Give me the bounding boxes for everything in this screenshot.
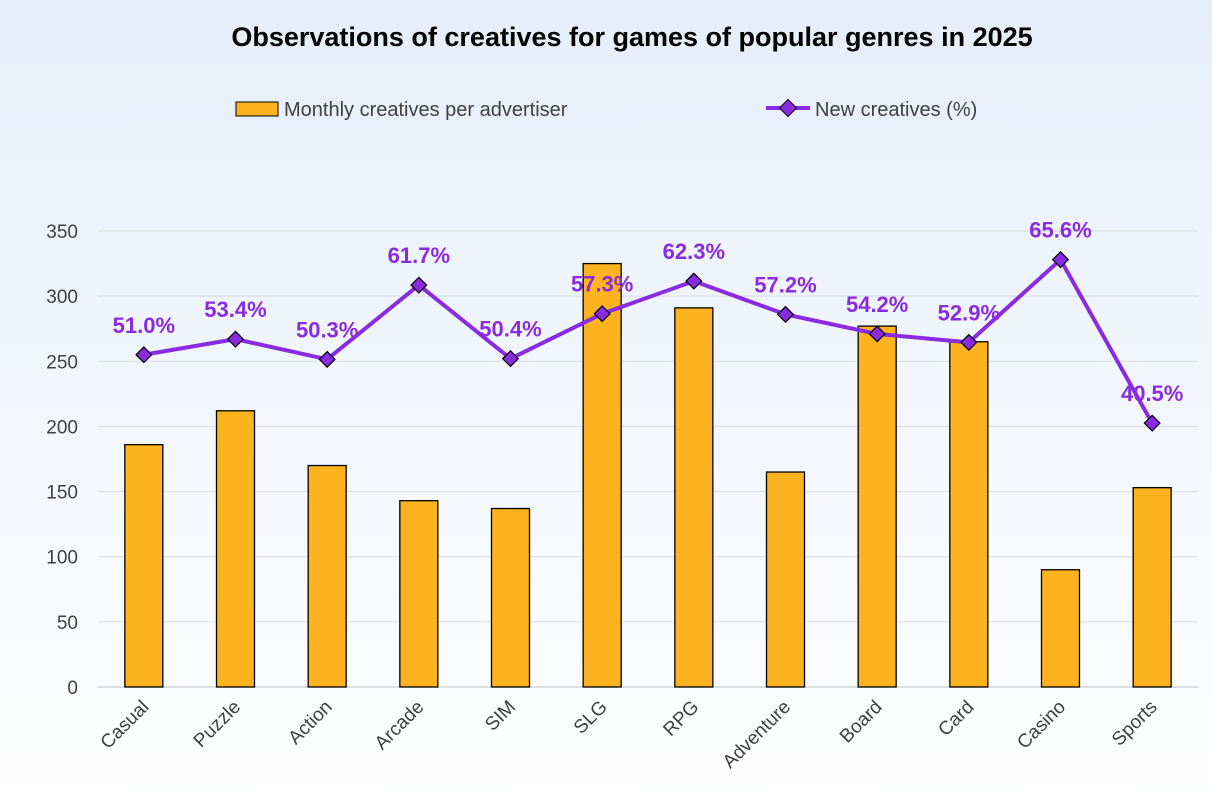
line-marker [226,330,245,348]
x-tick-label: Sports [1108,697,1162,751]
legend: Monthly creatives per advertiser New cre… [235,98,977,121]
line-marker [593,305,611,323]
y-tick-label: 50 [57,613,78,634]
data-label: 50.4% [479,317,541,342]
y-tick-label: 100 [46,548,78,569]
line-marker [776,305,795,324]
y-tick-label: 300 [46,287,78,308]
x-tick-label: Board [836,697,887,748]
legend-line-marker [778,98,798,118]
line-marker [318,350,336,368]
bar-action [307,464,347,688]
bar-card [949,341,989,688]
line-marker [1051,251,1070,269]
x-tick-label: Card [934,697,978,741]
x-tick-label: Puzzle [190,697,245,752]
line-marker [1143,414,1161,432]
data-label: 40.5% [1121,381,1183,406]
bar-casual [124,444,164,688]
x-tick-label: Casual [97,697,154,754]
data-label: 53.4% [204,297,266,322]
data-label: 57.2% [754,272,816,297]
bar-puzzle [215,410,256,688]
x-tick-label: Action [285,697,337,749]
data-label: 51.0% [113,313,175,338]
y-tick-label: 350 [46,222,78,243]
x-tick-label: SIM [481,697,520,736]
data-label: 54.2% [846,292,908,317]
x-tick-label: SLG [570,697,612,739]
line-marker [501,350,520,368]
line-marker [410,276,428,294]
legend-bar-swatch [235,101,279,117]
bar-rpg [674,307,714,688]
x-tick-label: Casino [1013,697,1070,754]
data-label: 65.6% [1029,218,1091,243]
line-marker [868,325,886,343]
y-tick-label: 0 [67,678,78,699]
gridlines [98,230,1198,688]
x-axis: Casual Puzzle Action Arcade SIM SLG RPG Adventu… [97,697,1162,773]
line-marker [685,272,703,290]
bar-slg [582,262,622,688]
data-label: 50.3% [296,317,358,342]
bar-adventure [765,471,806,688]
line-marker [960,333,978,352]
new-creatives-line [143,257,1154,425]
y-tick-label: 200 [46,417,78,438]
x-tick-label: Adventure [719,697,795,773]
chart-title: Observations of creatives for games of p… [231,22,1032,52]
data-label: 52.9% [938,300,1000,325]
data-label: 62.3% [663,239,725,264]
legend-bar-label: Monthly creatives per advertiser [284,99,568,121]
bar-series [124,262,1172,688]
legend-line-label: New creatives (%) [815,99,977,121]
line-series: 51.0% 53.4% 50.3% 61.7% 50.4% 57.3% 62.3% 57.2%… [113,218,1183,432]
x-tick-label: RPG [659,697,703,741]
y-axis: 0 50 100 150 200 250 300 350 [46,222,78,699]
bar-board [857,325,897,688]
x-tick-label: Arcade [371,697,428,754]
bar-casino [1040,569,1081,688]
y-tick-label: 250 [46,352,78,373]
y-tick-label: 150 [46,483,78,504]
line-marker [135,346,153,364]
data-label: 57.3% [571,272,633,297]
bar-sports [1132,487,1172,688]
bar-sim [490,507,531,688]
bar-arcade [399,500,439,688]
data-label: 61.7% [388,243,450,268]
